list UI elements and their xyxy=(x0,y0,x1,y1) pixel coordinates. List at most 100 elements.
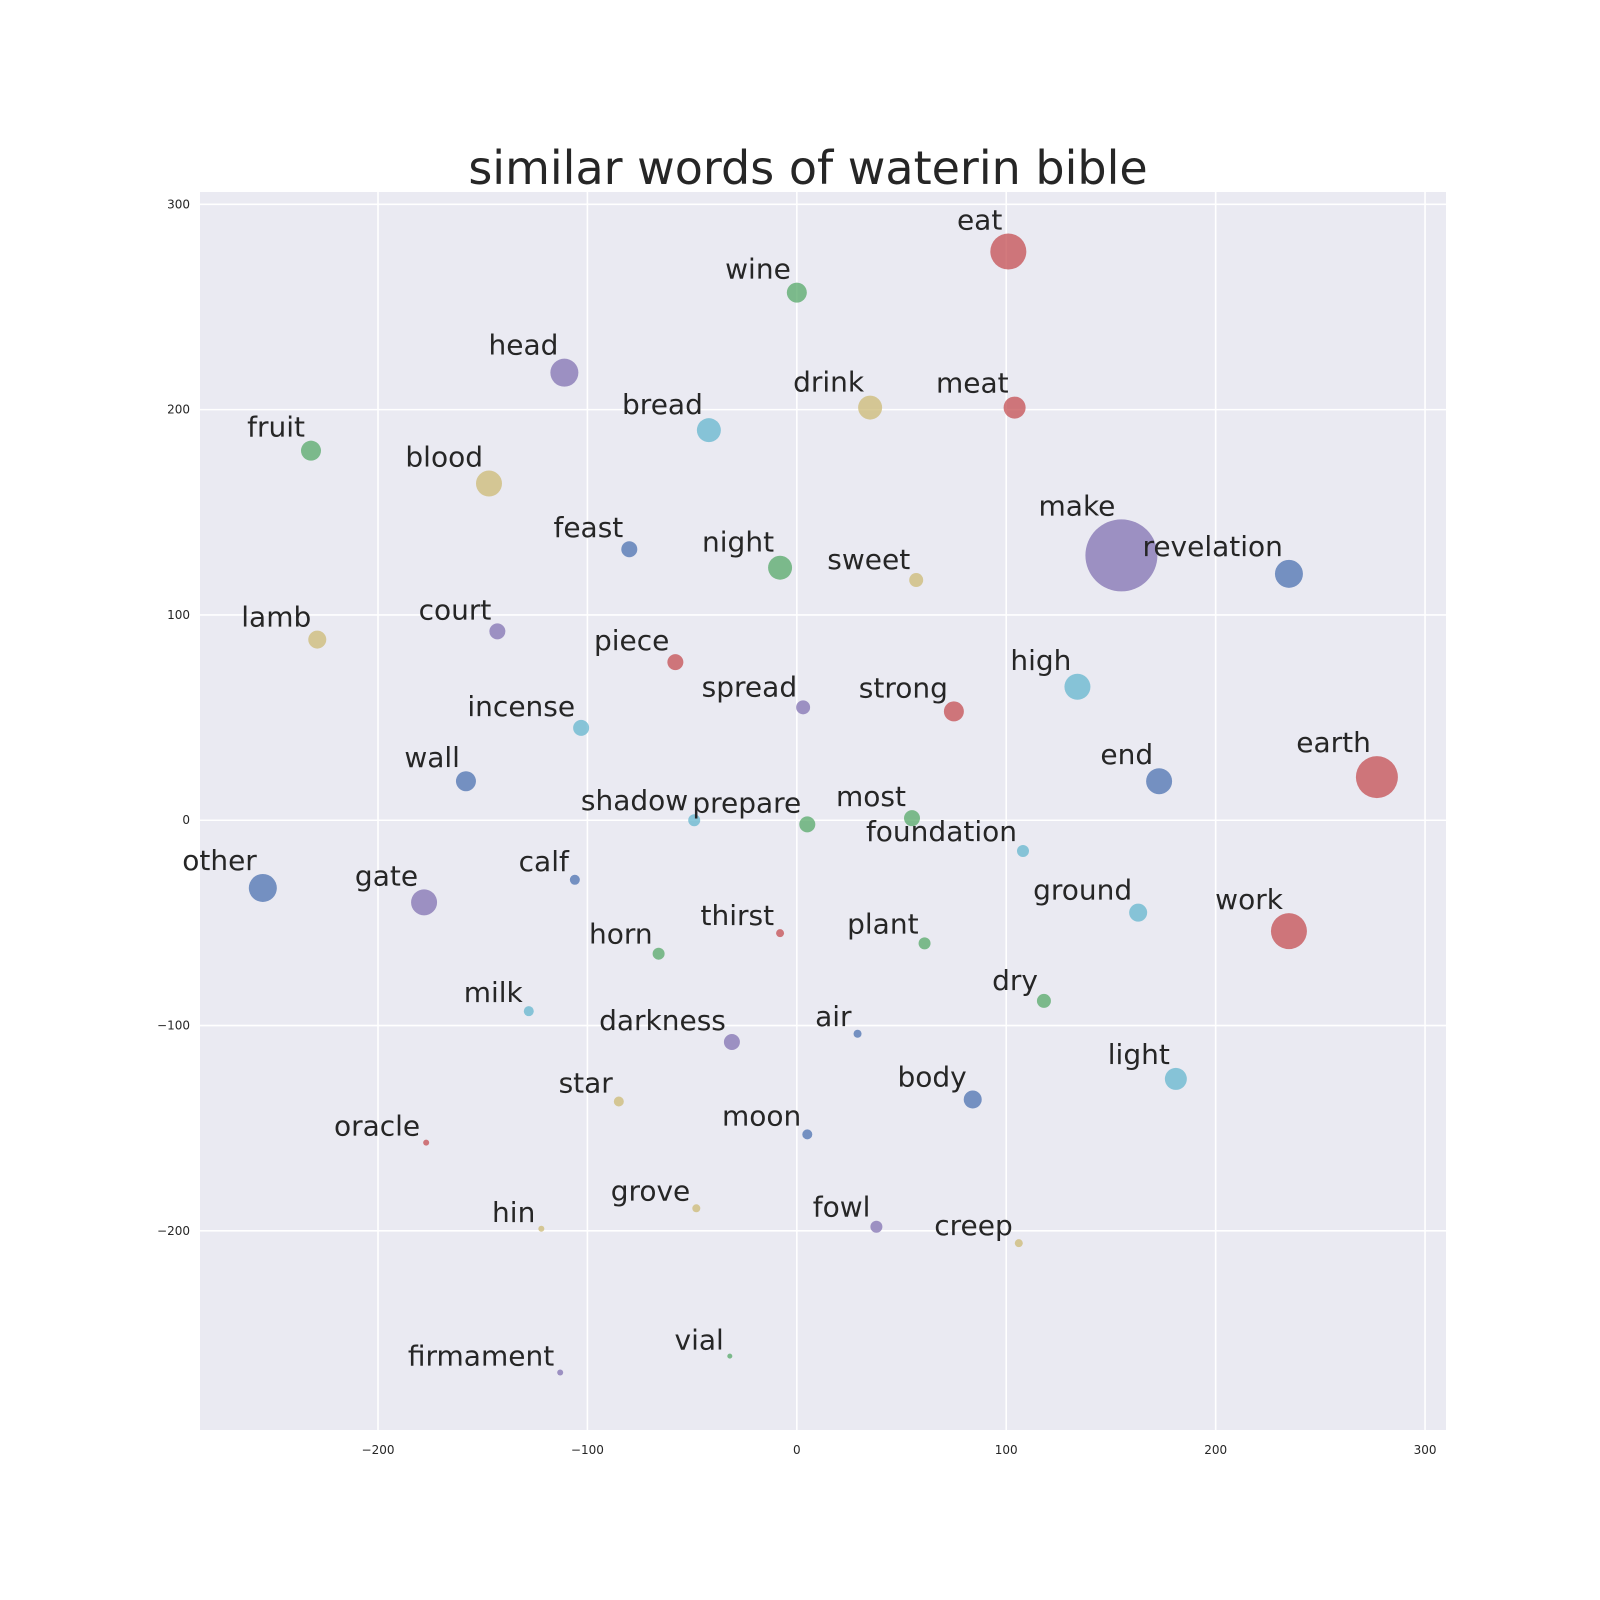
point-label-eat: eat xyxy=(957,204,1002,237)
point-label-calf: calf xyxy=(519,845,570,878)
point-label-oracle: oracle xyxy=(334,1110,420,1143)
point-label-lamb: lamb xyxy=(241,601,311,634)
point-work xyxy=(1270,913,1307,950)
point-end xyxy=(1146,768,1173,795)
point-label-strong: strong xyxy=(859,671,948,704)
point-incense xyxy=(573,719,590,736)
point-wine xyxy=(786,282,807,303)
y-tick-label: 300 xyxy=(167,197,190,211)
y-tick-label: −200 xyxy=(157,1224,190,1238)
point-prepare xyxy=(799,816,816,833)
point-calf xyxy=(569,874,580,885)
point-label-hin: hin xyxy=(492,1196,535,1229)
point-bread xyxy=(696,418,721,443)
point-label-foundation: foundation xyxy=(866,815,1017,848)
point-earth xyxy=(1355,756,1398,799)
point-label-sweet: sweet xyxy=(827,543,910,576)
point-eat xyxy=(990,233,1027,270)
point-moon xyxy=(802,1129,813,1140)
y-axis-ticks: 300 200 100 0 −100 −200 xyxy=(157,197,190,1238)
y-tick-label: 100 xyxy=(167,608,190,622)
point-label-incense: incense xyxy=(467,690,575,723)
point-label-wine: wine xyxy=(725,253,791,286)
point-label-head: head xyxy=(488,329,558,362)
x-tick-label: −200 xyxy=(362,1443,395,1457)
point-other xyxy=(248,873,277,902)
point-label-fruit: fruit xyxy=(247,411,305,444)
point-label-night: night xyxy=(702,526,774,559)
point-label-gate: gate xyxy=(355,859,418,892)
point-fruit xyxy=(300,440,321,461)
y-tick-label: 200 xyxy=(167,403,190,417)
point-light xyxy=(1164,1067,1187,1090)
point-milk xyxy=(523,1006,534,1017)
point-hin xyxy=(538,1225,545,1232)
point-label-bread: bread xyxy=(622,388,703,421)
point-make xyxy=(1085,519,1158,592)
point-grove xyxy=(692,1204,701,1213)
point-label-horn: horn xyxy=(589,918,653,951)
point-label-high: high xyxy=(1010,644,1071,677)
point-high xyxy=(1064,673,1091,700)
point-piece xyxy=(667,654,684,671)
scatter-points xyxy=(248,233,1398,1376)
point-label-make: make xyxy=(1039,489,1116,522)
point-firmament xyxy=(557,1369,564,1376)
point-label-fowl: fowl xyxy=(813,1191,871,1224)
point-strong xyxy=(943,701,964,722)
point-label-firmament: firmament xyxy=(408,1340,554,1373)
point-night xyxy=(768,555,793,580)
point-gate xyxy=(411,889,438,916)
point-label-wall: wall xyxy=(404,741,460,774)
point-feast xyxy=(621,541,638,558)
point-spread xyxy=(796,700,811,715)
point-thirst xyxy=(776,929,785,938)
point-head xyxy=(550,358,579,387)
point-foundation xyxy=(1016,845,1029,858)
point-revelation xyxy=(1274,559,1303,588)
point-horn xyxy=(652,947,665,960)
point-creep xyxy=(1014,1239,1023,1248)
point-label-moon: moon xyxy=(722,1099,801,1132)
chart-title: similar words of waterin bible xyxy=(468,141,1147,195)
point-label-most: most xyxy=(836,780,906,813)
x-tick-label: 0 xyxy=(793,1443,801,1457)
point-label-milk: milk xyxy=(464,976,524,1009)
x-tick-label: 200 xyxy=(1204,1443,1227,1457)
point-darkness xyxy=(723,1033,740,1050)
point-label-dry: dry xyxy=(992,964,1038,997)
point-shadow xyxy=(688,814,701,827)
point-label-ground: ground xyxy=(1033,874,1132,907)
point-label-light: light xyxy=(1108,1038,1170,1071)
point-oracle xyxy=(423,1139,430,1146)
point-body xyxy=(963,1090,982,1109)
point-air xyxy=(853,1029,862,1038)
point-label-vial: vial xyxy=(675,1324,724,1357)
y-tick-label: −100 xyxy=(157,1019,190,1033)
x-tick-label: 300 xyxy=(1414,1443,1437,1457)
plot-area xyxy=(200,192,1446,1430)
point-star xyxy=(613,1096,624,1107)
point-label-feast: feast xyxy=(553,511,623,544)
point-label-shadow: shadow xyxy=(581,784,688,817)
point-ground xyxy=(1129,903,1148,922)
point-blood xyxy=(475,470,502,497)
x-tick-label: −100 xyxy=(571,1443,604,1457)
point-most xyxy=(904,810,920,827)
point-label-work: work xyxy=(1215,883,1284,916)
point-label-revelation: revelation xyxy=(1142,530,1283,563)
point-label-drink: drink xyxy=(793,366,865,399)
point-label-end: end xyxy=(1100,738,1153,771)
point-label-piece: piece xyxy=(594,624,669,657)
point-plant xyxy=(918,937,931,950)
point-label-spread: spread xyxy=(702,670,797,703)
point-court xyxy=(489,623,506,640)
point-fowl xyxy=(870,1220,883,1233)
point-vial xyxy=(727,1353,733,1359)
x-tick-label: 100 xyxy=(995,1443,1018,1457)
point-meat xyxy=(1003,396,1026,419)
point-label-other: other xyxy=(182,844,257,877)
point-label-body: body xyxy=(897,1060,966,1093)
point-label-grove: grove xyxy=(611,1174,691,1207)
point-label-star: star xyxy=(559,1067,614,1100)
